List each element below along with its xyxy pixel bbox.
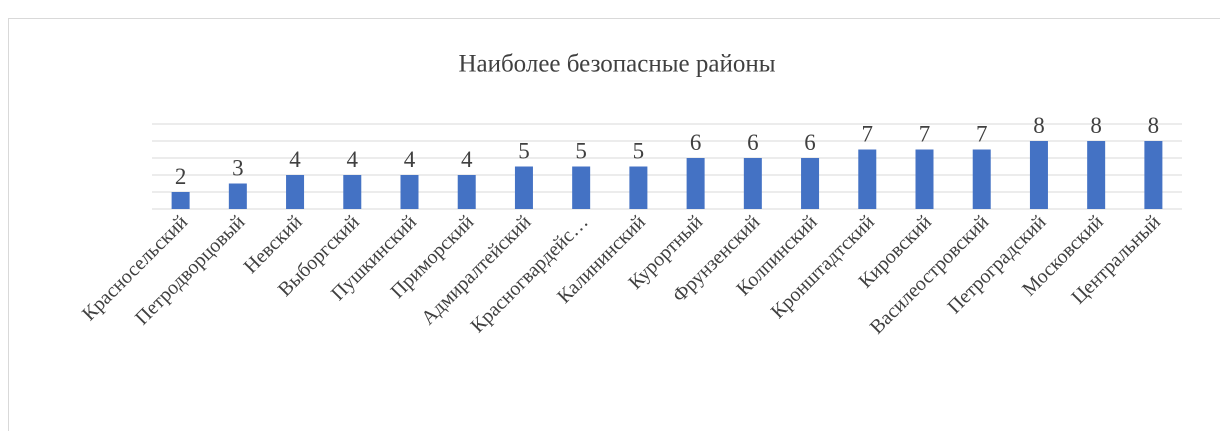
bar <box>858 149 877 209</box>
data-label: 5 <box>575 139 587 164</box>
bar <box>400 175 419 209</box>
data-label: 6 <box>804 130 816 155</box>
data-label: 7 <box>919 122 931 147</box>
data-label: 3 <box>232 156 244 181</box>
data-label: 7 <box>976 122 988 147</box>
data-label: 4 <box>404 147 416 172</box>
data-label: 4 <box>347 147 359 172</box>
data-label: 6 <box>747 130 759 155</box>
bar <box>514 166 533 209</box>
bar <box>972 149 991 209</box>
chart-frame <box>8 18 1220 431</box>
data-label: 8 <box>1090 113 1102 138</box>
bar <box>572 166 591 209</box>
data-label: 4 <box>289 147 301 172</box>
data-label: 5 <box>518 139 530 164</box>
bar <box>629 166 648 209</box>
bar <box>1144 141 1163 209</box>
bar <box>1087 141 1106 209</box>
bar <box>801 158 820 209</box>
bar <box>286 175 305 209</box>
data-label: 2 <box>175 164 187 189</box>
bar <box>1029 141 1048 209</box>
bar <box>457 175 476 209</box>
bar <box>343 175 362 209</box>
data-label: 7 <box>862 122 874 147</box>
bar <box>171 192 190 209</box>
bar <box>228 183 247 209</box>
data-label: 8 <box>1033 113 1045 138</box>
chart-title: Наиболее безопасные районы <box>458 51 775 78</box>
data-label: 5 <box>633 139 645 164</box>
data-label: 8 <box>1148 113 1160 138</box>
bar <box>686 158 705 209</box>
bar <box>915 149 934 209</box>
bar <box>743 158 762 209</box>
data-label: 4 <box>461 147 473 172</box>
data-label: 6 <box>690 130 702 155</box>
